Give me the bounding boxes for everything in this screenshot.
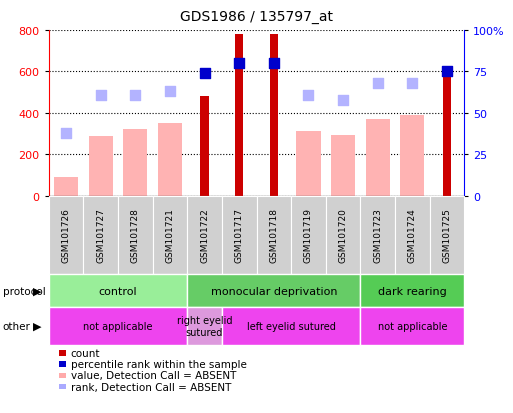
Bar [123,130,147,196]
Text: GSM101723: GSM101723 [373,208,382,263]
Text: not applicable: not applicable [378,321,447,331]
Text: GSM101717: GSM101717 [234,208,244,263]
Text: GSM101720: GSM101720 [339,208,348,263]
Point [373,81,382,87]
Bar [158,124,182,196]
Text: monocular deprivation: monocular deprivation [210,286,337,296]
Text: GSM101722: GSM101722 [200,208,209,263]
Point [62,130,70,137]
Point [408,81,417,87]
Bar [400,116,424,196]
Text: control: control [98,286,137,296]
Text: not applicable: not applicable [83,321,153,331]
Text: value, Detection Call = ABSENT: value, Detection Call = ABSENT [71,370,236,380]
Point [131,92,140,99]
Text: GSM101724: GSM101724 [408,208,417,263]
Bar [269,35,278,196]
Bar [443,76,451,196]
Bar [200,97,209,196]
Point [201,71,209,77]
Text: GSM101718: GSM101718 [269,208,279,263]
Text: GSM101721: GSM101721 [165,208,174,263]
Text: GSM101728: GSM101728 [131,208,140,263]
Point [270,61,278,67]
Bar [54,178,78,196]
Bar [331,135,355,196]
Point [235,61,243,67]
Text: GSM101725: GSM101725 [442,208,451,263]
Bar [366,120,390,196]
Bar [297,132,321,196]
Text: GSM101726: GSM101726 [62,208,71,263]
Text: GDS1986 / 135797_at: GDS1986 / 135797_at [180,10,333,24]
Text: right eyelid
sutured: right eyelid sutured [177,316,232,337]
Bar [89,136,113,196]
Point [304,92,312,99]
Text: left eyelid sutured: left eyelid sutured [247,321,336,331]
Text: other: other [3,321,30,331]
Text: dark rearing: dark rearing [378,286,447,296]
Text: ▶: ▶ [33,321,41,331]
Point [443,69,451,76]
Text: GSM101719: GSM101719 [304,208,313,263]
Text: percentile rank within the sample: percentile rank within the sample [71,359,247,369]
Text: GSM101727: GSM101727 [96,208,105,263]
Bar [235,35,244,196]
Point [166,89,174,95]
Text: ▶: ▶ [33,286,41,296]
Text: count: count [71,348,101,358]
Point [339,97,347,104]
Point [96,92,105,99]
Text: protocol: protocol [3,286,45,296]
Text: rank, Detection Call = ABSENT: rank, Detection Call = ABSENT [71,382,231,392]
